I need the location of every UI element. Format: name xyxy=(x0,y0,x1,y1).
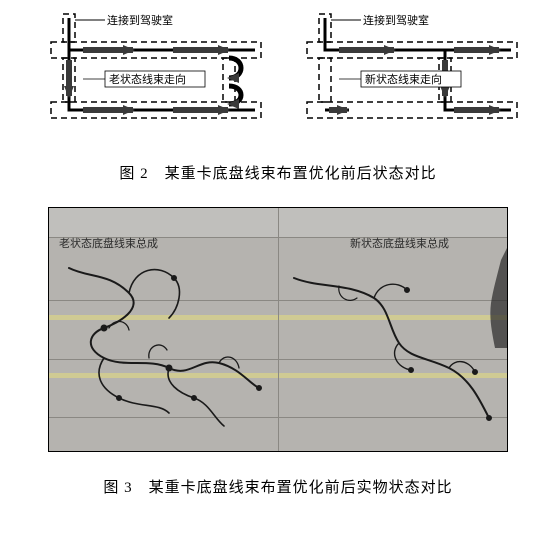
fig3-left-label: 老状态底盘线束总成 xyxy=(55,234,162,252)
fig2-left-routing-label: 老状态线束走向 xyxy=(109,72,186,86)
figure-3-photo: 老状态底盘线束总成 新状态底盘线束总成 xyxy=(48,207,508,452)
fig2-right-top-label: 连接到驾驶室 xyxy=(363,13,429,27)
figure-2-caption: 图 2 某重卡底盘线束布置优化前后状态对比 xyxy=(0,162,556,183)
figure-2-right-panel: 连接到驾驶室 新状态线束走向 xyxy=(307,13,517,118)
figure-3-block: 老状态底盘线束总成 新状态底盘线束总成 图 3 某重卡底盘线束布置优化前后实物状… xyxy=(0,207,556,497)
fig2-left-top-label: 连接到驾驶室 xyxy=(107,13,173,27)
figure-2-block: 连接到驾驶室 老状态线束走向 xyxy=(0,8,556,183)
figure-2-diagram: 连接到驾驶室 老状态线束走向 xyxy=(33,8,523,138)
figure-3-caption: 图 3 某重卡底盘线束布置优化前后实物状态对比 xyxy=(0,476,556,497)
fig2-right-routing-label: 新状态线束走向 xyxy=(365,72,442,86)
figure-2-svg: 连接到驾驶室 老状态线束走向 xyxy=(33,8,523,138)
fig3-right-label: 新状态底盘线束总成 xyxy=(346,234,453,252)
figure-2-left-panel: 连接到驾驶室 老状态线束走向 xyxy=(51,13,261,118)
person-edge xyxy=(467,248,507,348)
